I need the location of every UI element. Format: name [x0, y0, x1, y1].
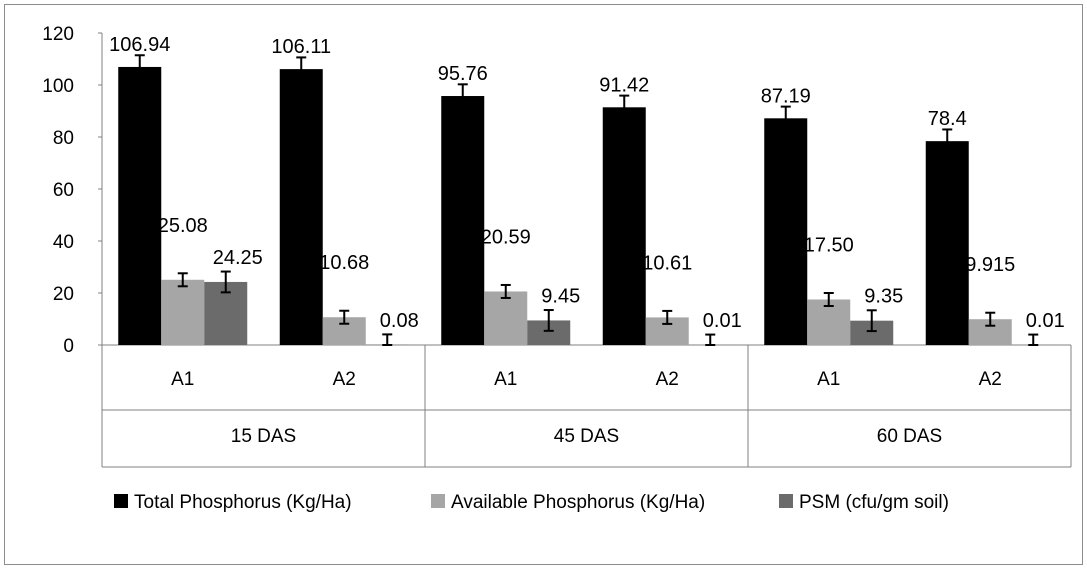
data-label: 87.19	[761, 85, 811, 107]
data-label: 106.11	[271, 36, 331, 58]
x-category-label: A1	[171, 369, 194, 390]
x-category-label: A2	[656, 369, 679, 390]
data-label: 78.4	[928, 108, 967, 130]
x-category-label: A2	[333, 369, 356, 390]
y-tick-label: 120	[42, 24, 74, 45]
x-category-label: A2	[979, 369, 1002, 390]
x-category-label: A1	[494, 369, 517, 390]
bar-1	[280, 69, 323, 345]
bar-1	[603, 107, 646, 345]
legend-swatch-1	[114, 494, 128, 508]
data-label: 9.915	[965, 254, 1015, 276]
bar-1	[764, 118, 807, 345]
legend-label-3: PSM (cfu/gm soil)	[799, 492, 949, 513]
legend-label-2: Available Phosphorus (Kg/Ha)	[451, 492, 705, 513]
legend-swatch-3	[779, 494, 793, 508]
data-label: 9.45	[541, 285, 580, 307]
y-tick-label: 80	[53, 128, 74, 149]
bar-2	[161, 280, 204, 345]
data-label: 9.35	[864, 286, 903, 308]
data-label: 0.01	[703, 310, 742, 332]
y-tick-label: 100	[42, 76, 74, 97]
data-label: 0.08	[380, 310, 419, 332]
data-label: 10.61	[642, 252, 692, 274]
bar-2	[484, 291, 527, 345]
y-tick-label: 40	[53, 232, 74, 253]
y-tick-label: 60	[53, 180, 74, 201]
x-group-label: 60 DAS	[877, 426, 942, 447]
bar-1	[926, 141, 969, 345]
y-tick-label: 20	[53, 284, 74, 305]
data-label: 20.59	[481, 226, 531, 248]
data-label: 106.94	[109, 34, 170, 56]
x-group-label: 15 DAS	[231, 426, 296, 447]
y-tick-label: 0	[63, 336, 74, 357]
data-label: 17.50	[804, 235, 854, 257]
data-label: 91.42	[599, 74, 649, 96]
data-label: 0.01	[1026, 310, 1065, 332]
data-label: 95.76	[438, 63, 488, 85]
data-label: 24.25	[213, 247, 263, 269]
x-group-label: 45 DAS	[554, 426, 619, 447]
data-label: 10.68	[319, 252, 369, 274]
legend-label-1: Total Phosphorus (Kg/Ha)	[134, 492, 352, 513]
x-category-label: A1	[817, 369, 840, 390]
data-label: 25.08	[158, 215, 208, 237]
bar-1	[441, 96, 484, 345]
bar-1	[118, 67, 161, 345]
legend-swatch-2	[431, 494, 445, 508]
